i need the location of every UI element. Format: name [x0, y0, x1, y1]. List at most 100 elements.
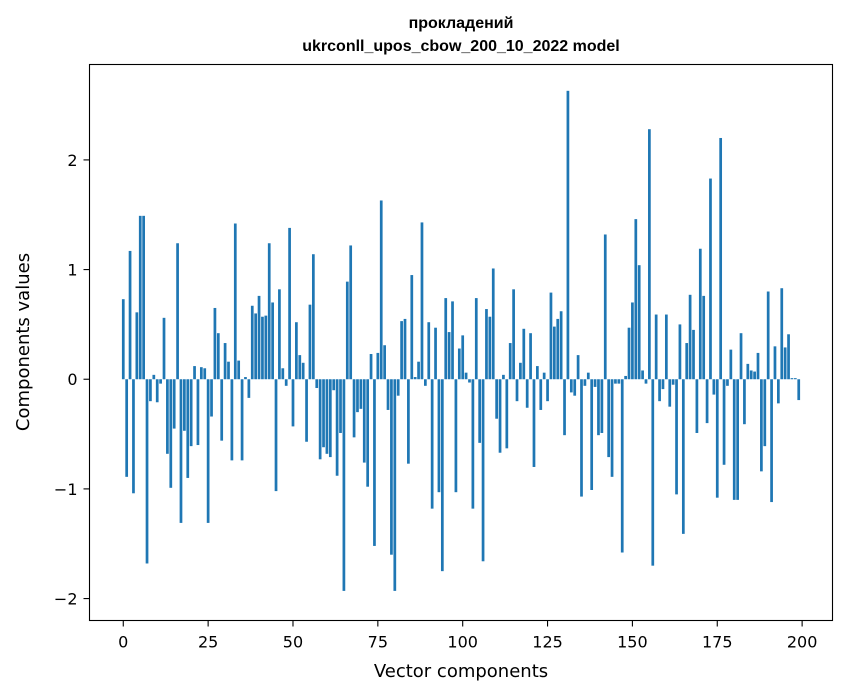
bar-169: [695, 379, 699, 433]
x-tick-label: 25: [198, 633, 218, 652]
y-tick-label: 2: [67, 151, 77, 170]
bar-198: [793, 378, 797, 380]
bar-195: [783, 347, 787, 380]
bar-18: [183, 379, 186, 431]
bar-122: [536, 366, 539, 380]
bar-164: [678, 324, 682, 380]
bar-174: [712, 379, 716, 395]
bar-46: [278, 289, 281, 380]
bar-58: [318, 379, 322, 460]
bar-143: [607, 379, 611, 458]
bar-193: [777, 379, 780, 404]
bar-168: [692, 329, 695, 380]
x-tick-label: 0: [118, 633, 128, 652]
bar-78: [386, 379, 390, 410]
bar-71: [362, 379, 366, 463]
bar-141: [600, 379, 604, 433]
bar-112: [502, 374, 505, 380]
bar-81: [396, 379, 400, 396]
bar-176: [719, 137, 723, 380]
bar-137: [586, 372, 590, 380]
bar-7: [145, 379, 149, 564]
bar-82: [400, 321, 403, 380]
bar-140: [597, 379, 600, 436]
bar-1: [125, 379, 129, 477]
bar-119: [525, 379, 529, 408]
bar-87: [417, 361, 420, 380]
bar-134: [576, 355, 580, 380]
chart-subtitle: ukrconll_upos_cbow_200_10_2022 model: [302, 38, 619, 55]
x-tick-label: 125: [532, 633, 563, 652]
bar-108: [488, 316, 492, 380]
bar-175: [715, 379, 719, 498]
bar-34: [237, 360, 241, 380]
bar-39: [254, 313, 258, 380]
bar-138: [590, 379, 594, 490]
bar-91: [430, 379, 434, 509]
bar-110: [495, 379, 498, 419]
bar-44: [271, 302, 274, 380]
bar-52: [298, 355, 302, 380]
bar-111: [498, 379, 502, 453]
bar-12: [162, 317, 166, 380]
bar-22: [196, 379, 200, 446]
bar-120: [529, 333, 532, 380]
bar-177: [722, 379, 726, 465]
bar-152: [637, 265, 641, 380]
bar-192: [773, 346, 777, 380]
bar-3: [132, 379, 135, 494]
bar-171: [702, 295, 706, 380]
bar-54: [305, 379, 308, 442]
bar-23: [199, 367, 203, 380]
bar-77: [383, 345, 386, 380]
y-tick-label: −1: [54, 480, 78, 499]
bar-41: [261, 316, 264, 380]
bar-127: [552, 326, 556, 380]
bar-72: [366, 379, 370, 487]
bar-98: [454, 379, 458, 493]
bar-37: [247, 379, 251, 398]
bar-83: [403, 318, 407, 380]
bar-4: [135, 312, 139, 380]
bar-30: [223, 343, 227, 380]
bar-102: [468, 379, 471, 383]
bar-86: [413, 377, 417, 380]
bar-158: [658, 379, 661, 402]
y-tick-label: 0: [67, 370, 77, 389]
bar-126: [549, 292, 553, 380]
bar-173: [709, 178, 712, 380]
x-tick-label: 50: [283, 633, 303, 652]
bar-84: [407, 379, 410, 464]
bar-79: [390, 379, 393, 555]
bar-196: [787, 334, 790, 380]
bar-124: [542, 372, 546, 380]
bar-142: [603, 234, 607, 380]
bar-116: [515, 379, 519, 402]
bar-160: [664, 314, 668, 380]
bar-94: [440, 379, 444, 572]
bar-80: [393, 379, 397, 591]
y-axis-ticks: −2 −1 0 1 2: [54, 151, 90, 609]
bar-189: [763, 379, 767, 447]
bar-166: [685, 343, 689, 380]
bar-32: [230, 379, 234, 461]
bar-14: [169, 379, 173, 488]
bar-26: [210, 379, 213, 417]
bar-69: [356, 379, 359, 413]
bar-90: [427, 322, 431, 380]
bar-147: [620, 379, 624, 553]
bar-36: [244, 377, 247, 380]
bar-194: [780, 288, 784, 380]
bar-188: [760, 379, 763, 472]
bar-28: [216, 333, 220, 380]
bar-186: [753, 371, 756, 380]
bar-154: [644, 379, 648, 384]
bar-199: [797, 379, 801, 401]
bar-129: [559, 311, 563, 380]
bar-67: [349, 245, 353, 380]
bar-74: [373, 379, 376, 546]
bar-157: [654, 314, 658, 380]
bar-97: [451, 301, 454, 380]
bar-49: [288, 227, 291, 380]
